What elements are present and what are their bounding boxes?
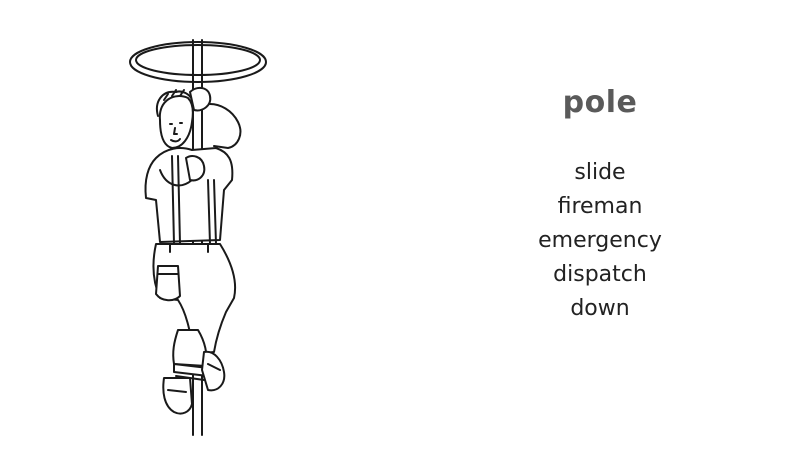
related-words-list: slide fireman emergency dispatch down [500,156,700,326]
lower-hand [185,155,206,182]
pocket [155,265,181,302]
suspender-right [207,179,211,245]
pole-disc [129,41,267,83]
nose [173,127,178,135]
lower-leg [172,329,208,367]
pole-disc-inner [135,44,261,76]
shirt [144,147,234,243]
word-card: pole slide fireman emergency dispatch do… [500,80,700,326]
hair [156,89,193,117]
upper-hand [189,86,212,112]
related-word: emergency [538,228,662,253]
related-word: down [570,296,630,321]
suspender-right-inner [213,179,217,245]
eyes [169,122,183,125]
boot-laces [167,363,221,393]
fireman-pole-illustration [120,30,290,440]
suspender-left-inner [177,155,181,245]
raised-arm [209,103,242,149]
left-boot [162,377,193,415]
head [158,95,194,149]
related-word: fireman [557,194,643,219]
headword: pole [562,85,638,120]
related-word: dispatch [553,262,647,287]
right-boot [201,350,226,392]
lower-arm [159,169,193,187]
mouth [170,138,181,143]
suspender-left [171,155,175,245]
related-word: slide [574,160,626,185]
